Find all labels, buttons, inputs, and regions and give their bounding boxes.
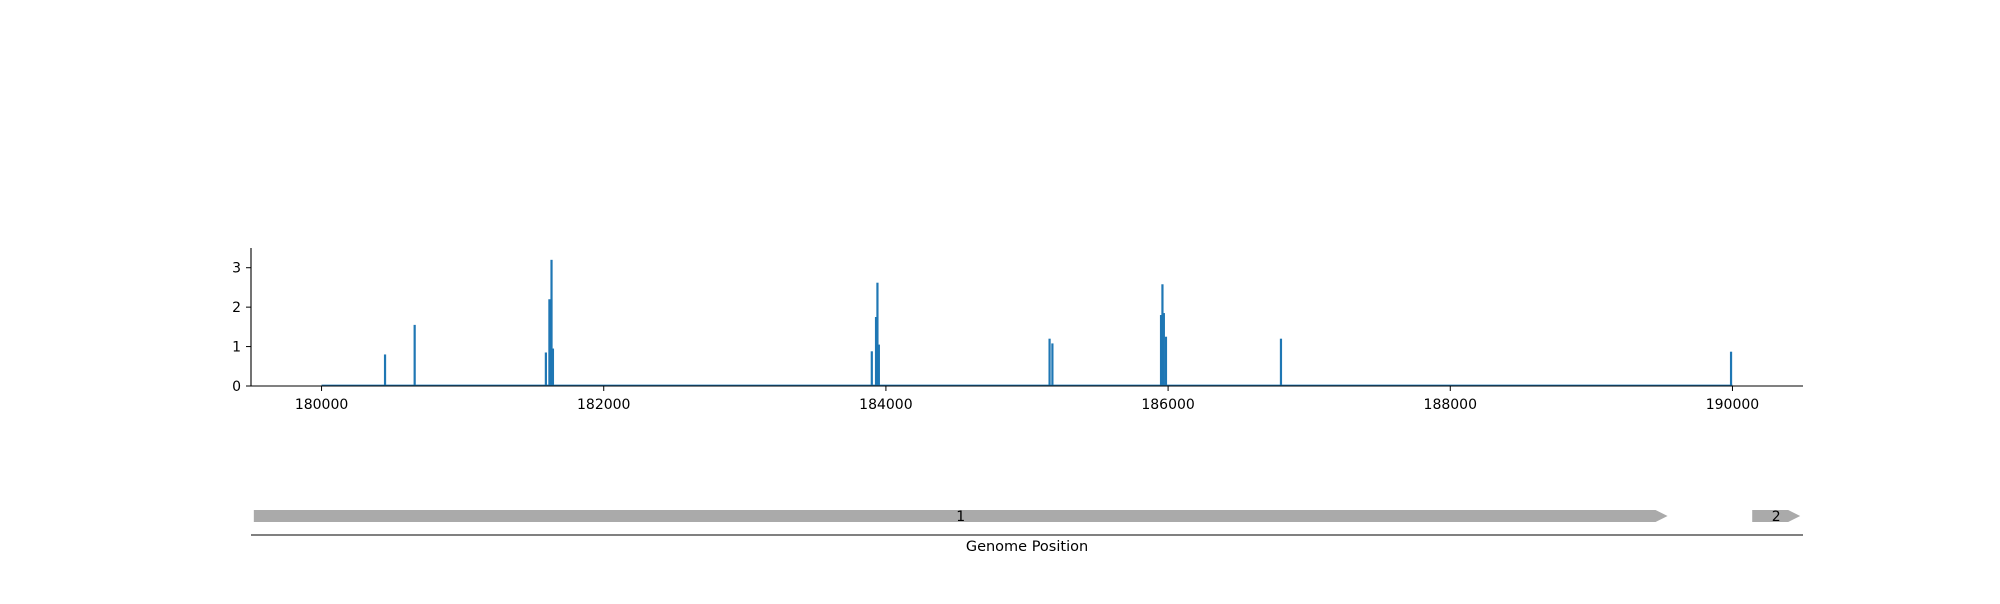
coverage-bar	[1159, 315, 1163, 386]
coverage-bar	[1051, 343, 1054, 386]
coverage-bar	[877, 344, 880, 386]
x-axis-label: Genome Position	[966, 539, 1088, 555]
x-tick-label: 182000	[577, 397, 630, 413]
coverage-bar	[1164, 336, 1168, 386]
bars-layer	[383, 259, 1733, 386]
y-tick-label: 0	[232, 379, 241, 395]
gene-label: 1	[956, 509, 965, 525]
coverage-bar	[1162, 313, 1165, 386]
axes-layer: 0 1 2 3 180000 182000 184000 186000 188000 190000	[232, 248, 1803, 413]
coverage-bar	[1161, 284, 1164, 386]
coverage-bar	[874, 317, 878, 386]
y-tick-label: 1	[232, 340, 241, 356]
coverage-bar	[548, 299, 551, 386]
coverage-bar	[544, 352, 547, 386]
x-tick-label: 186000	[1141, 397, 1194, 413]
x-tick-label: 188000	[1424, 397, 1477, 413]
coverage-bar	[1048, 338, 1051, 386]
coverage-bar	[876, 282, 879, 386]
x-tick-label: 184000	[859, 397, 912, 413]
y-tick-label: 3	[232, 261, 241, 277]
coverage-bar	[870, 351, 873, 386]
coverage-bar	[551, 348, 555, 386]
coverage-bar	[383, 354, 387, 386]
coverage-bar	[1729, 351, 1733, 386]
coverage-bar	[413, 324, 416, 386]
coverage-bar	[550, 259, 553, 386]
coverage-bar	[1279, 338, 1283, 386]
x-tick-label: 190000	[1706, 397, 1759, 413]
x-tick-label: 180000	[295, 397, 348, 413]
gene-label: 2	[1772, 509, 1781, 525]
y-tick-label: 2	[232, 300, 241, 316]
gene-arrow	[253, 510, 1668, 522]
gene-arrow	[1752, 510, 1801, 522]
